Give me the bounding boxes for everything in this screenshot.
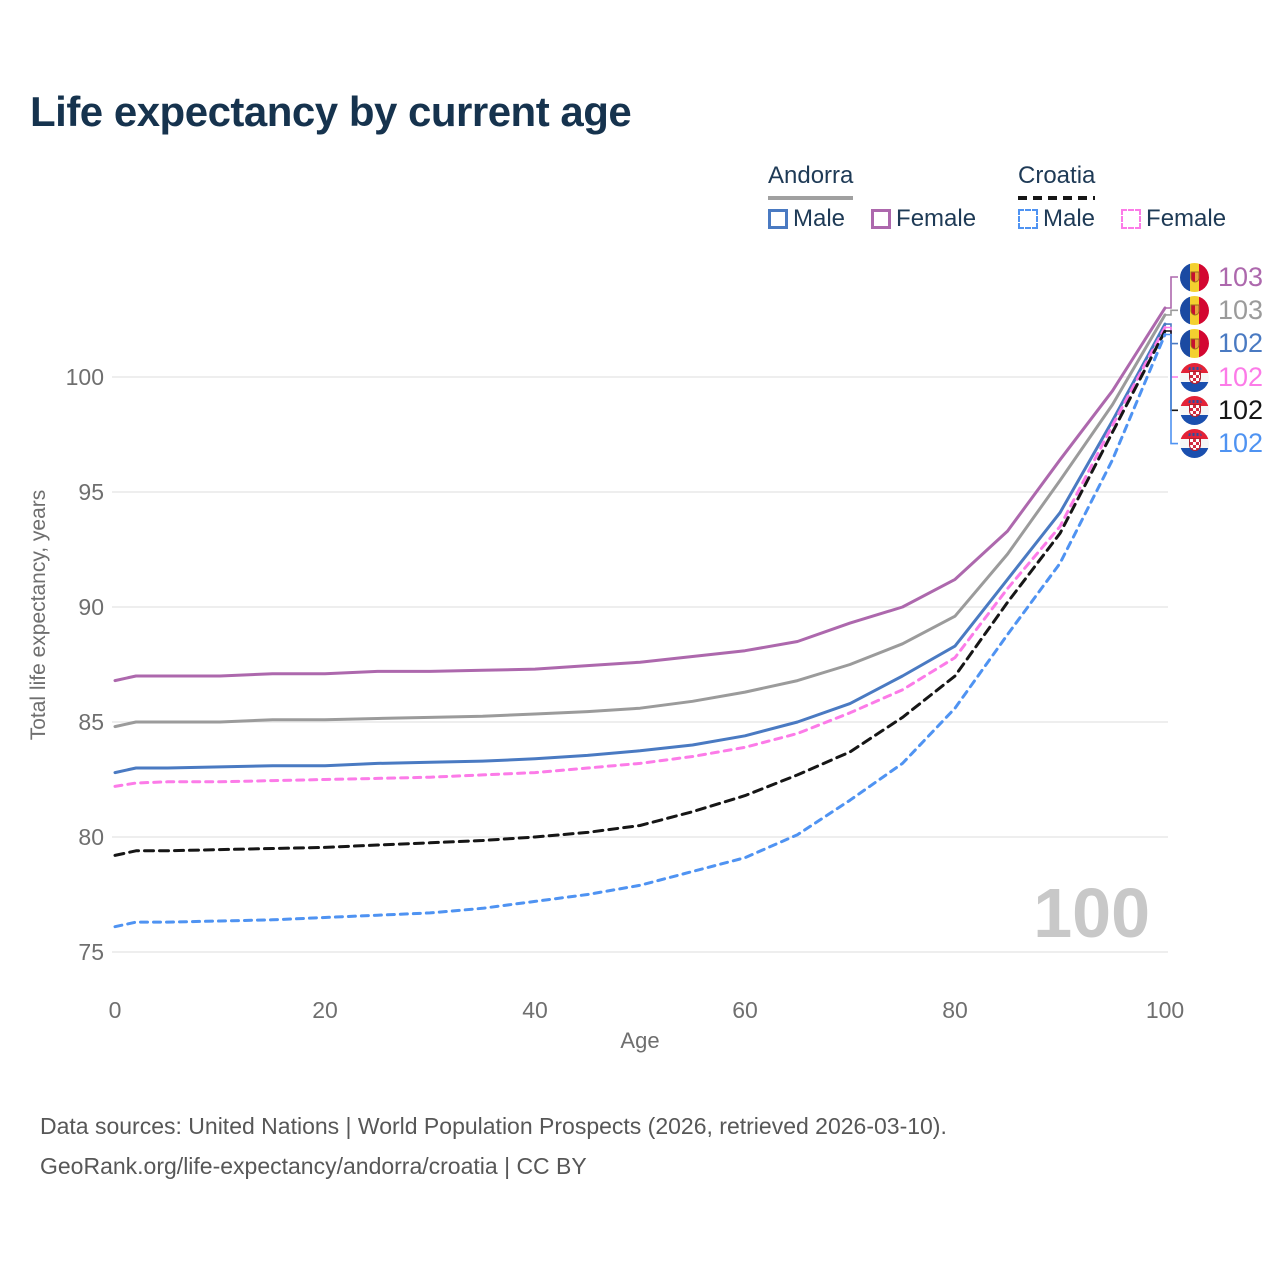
series-line-croatia-female (113, 326, 1167, 788)
croatia-crown-detail (1188, 399, 1201, 403)
andorra-emblem-detail (1190, 338, 1199, 350)
end-value: 102 (1218, 361, 1264, 392)
leader-line-croatia-male (1165, 333, 1178, 445)
croatia-crown-detail (1188, 366, 1201, 370)
series-line-croatia (113, 329, 1167, 857)
andorra-emblem-detail (1190, 304, 1199, 316)
croatia-line-style-sample (1018, 196, 1096, 200)
data-source-note: Data sources: United Nations | World Pop… (40, 1106, 947, 1186)
y-tick-100: 100 (66, 364, 104, 390)
x-axis-title: Age (620, 1028, 659, 1053)
end-value: 103 (1218, 294, 1264, 325)
legend-item-label: Male (793, 205, 846, 232)
legend-item-label: Male (1043, 205, 1096, 232)
end-label-andorra-male: 102 (1180, 328, 1264, 359)
croatia-emblem-detail (1188, 404, 1201, 418)
x-tick-60: 60 (732, 997, 758, 1023)
x-tick-80: 80 (942, 997, 968, 1023)
croatia-female-swatch-icon (1121, 209, 1142, 229)
legend-items-andorra: Male Female (768, 205, 976, 233)
andorra-flag-icon (1180, 262, 1209, 292)
end-label-andorra: 103 (1180, 295, 1263, 325)
x-tick-0: 0 (109, 997, 122, 1023)
andorra-line-style-sample (768, 196, 854, 200)
croatia-crown-detail (1188, 433, 1201, 437)
leader-line-andorra (1165, 309, 1178, 316)
page-title: Life expectancy by current age (30, 88, 632, 135)
croatia-emblem-detail (1188, 371, 1201, 385)
croatia-flag-icon (1180, 429, 1209, 459)
croatia-flag-icon (1180, 362, 1209, 392)
legend-items-croatia: Male Female (1018, 205, 1226, 233)
y-tick-85: 85 (78, 709, 104, 735)
legend-item-label: Female (1146, 205, 1227, 232)
legend-group-croatia: Croatia (1018, 162, 1096, 200)
footer-line-1: Data sources: United Nations | World Pop… (40, 1113, 947, 1139)
end-value: 102 (1218, 428, 1264, 459)
andorra-emblem-detail (1190, 271, 1199, 283)
end-label-croatia-male: 102 (1180, 428, 1264, 459)
end-value: 102 (1218, 328, 1264, 359)
legend-item-croatia-female: Female (1121, 205, 1226, 233)
y-tick-75: 75 (78, 939, 104, 965)
y-axis-title: Total life expectancy, years (27, 490, 50, 741)
leader-line-andorra-female (1165, 276, 1178, 309)
y-tick-90: 90 (78, 594, 104, 620)
andorra-male-swatch-icon (768, 209, 788, 229)
legend-group-andorra: Andorra (768, 162, 854, 200)
croatia-flag-icon (1180, 395, 1209, 425)
age-watermark: 100 (1033, 874, 1150, 952)
y-tick-80: 80 (78, 824, 104, 850)
end-value: 103 (1218, 261, 1264, 292)
series-line-andorra-female (113, 306, 1167, 683)
end-label-croatia-female: 102 (1180, 362, 1263, 392)
legend-item-label: Female (896, 205, 977, 232)
andorra-flag-icon (1180, 329, 1209, 359)
croatia-emblem-detail (1188, 437, 1201, 451)
legend-item-andorra-male: Male (768, 205, 845, 233)
series-line-croatia-male (113, 333, 1167, 929)
x-tick-100: 100 (1146, 997, 1184, 1023)
end-label-croatia: 102 (1180, 395, 1263, 425)
end-label-andorra-female: 103 (1180, 262, 1263, 292)
legend-group-croatia-label: Croatia (1018, 162, 1096, 189)
series-line-andorra-male (113, 322, 1167, 775)
end-value: 102 (1218, 394, 1264, 425)
andorra-flag-icon (1180, 295, 1209, 325)
legend-item-croatia-male: Male (1018, 205, 1095, 233)
footer-line-2: GeoRank.org/life-expectancy/andorra/croa… (40, 1153, 587, 1179)
series-line-andorra (113, 313, 1167, 729)
legend-group-andorra-label: Andorra (768, 162, 854, 189)
legend-item-andorra-female: Female (871, 205, 976, 233)
andorra-female-swatch-icon (871, 209, 892, 229)
x-tick-40: 40 (522, 997, 548, 1023)
croatia-male-swatch-icon (1018, 209, 1038, 229)
y-tick-95: 95 (78, 479, 104, 505)
x-tick-20: 20 (312, 997, 338, 1023)
